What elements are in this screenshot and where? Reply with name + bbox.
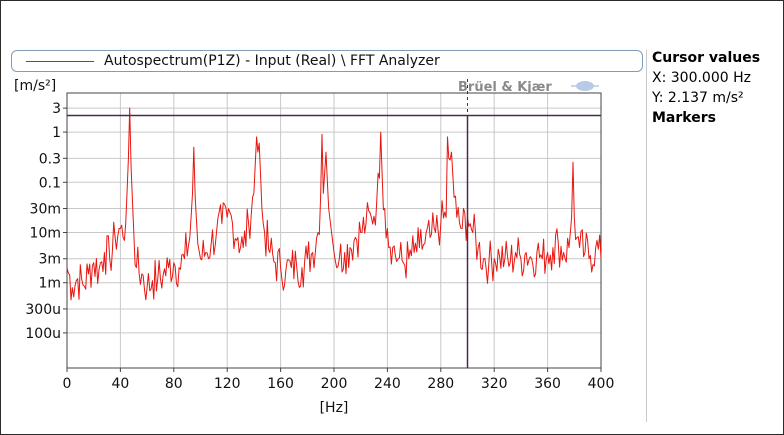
- cursor-values-panel: Cursor values X: 300.000 Hz Y: 2.137 m/s…: [646, 50, 784, 422]
- x-tick-label: 280: [427, 376, 454, 392]
- cursor-x-value: X: 300.000 Hz: [652, 70, 751, 86]
- y-tick-label: 10m: [30, 225, 61, 241]
- series-line-autospectrum: [66, 107, 602, 301]
- brand-text: Brüel & Kjær: [458, 80, 552, 95]
- cursor-values-title: Cursor values: [652, 50, 761, 66]
- x-axis-ticks: 0 40 80 120 160 200 240 280 320 360 400: [63, 368, 615, 392]
- x-tick-label: 320: [481, 376, 508, 392]
- y-tick-label: 0.3: [39, 151, 61, 167]
- brand-logo: Brüel & Kjær: [458, 80, 599, 95]
- x-tick-label: 0: [63, 376, 72, 392]
- x-tick-label: 80: [165, 376, 183, 392]
- y-tick-label: 1m: [38, 276, 61, 292]
- y-tick-label: 1: [52, 125, 61, 141]
- y-axis-label: [m/s²]: [14, 78, 56, 94]
- y-tick-label: 30m: [30, 202, 61, 218]
- y-tick-label: 0.1: [39, 175, 61, 191]
- x-tick-label: 360: [534, 376, 561, 392]
- markers-title: Markers: [652, 110, 716, 126]
- x-tick-label: 40: [111, 376, 129, 392]
- legend[interactable]: Autospectrum(P1Z) - Input (Real) \ FFT A…: [11, 50, 643, 72]
- x-tick-label: 200: [321, 376, 348, 392]
- x-tick-label: 160: [267, 376, 294, 392]
- y-tick-label: 100u: [25, 326, 61, 342]
- x-tick-label: 120: [214, 376, 241, 392]
- legend-series-swatch: [26, 61, 94, 62]
- x-tick-label: 240: [374, 376, 401, 392]
- legend-series-label: Autospectrum(P1Z) - Input (Real) \ FFT A…: [104, 53, 440, 69]
- x-tick-label: 400: [588, 376, 615, 392]
- y-axis-ticks: 3 1 0.3 0.1 30m 10m 3m 1m 300u 100u: [25, 101, 67, 342]
- x-axis-label: [Hz]: [320, 400, 349, 416]
- cursor-y-value: Y: 2.137 m/s²: [652, 90, 744, 106]
- grid: [67, 93, 601, 368]
- y-tick-label: 3: [52, 101, 61, 117]
- y-tick-label: 3m: [38, 252, 61, 268]
- y-tick-label: 300u: [25, 302, 61, 318]
